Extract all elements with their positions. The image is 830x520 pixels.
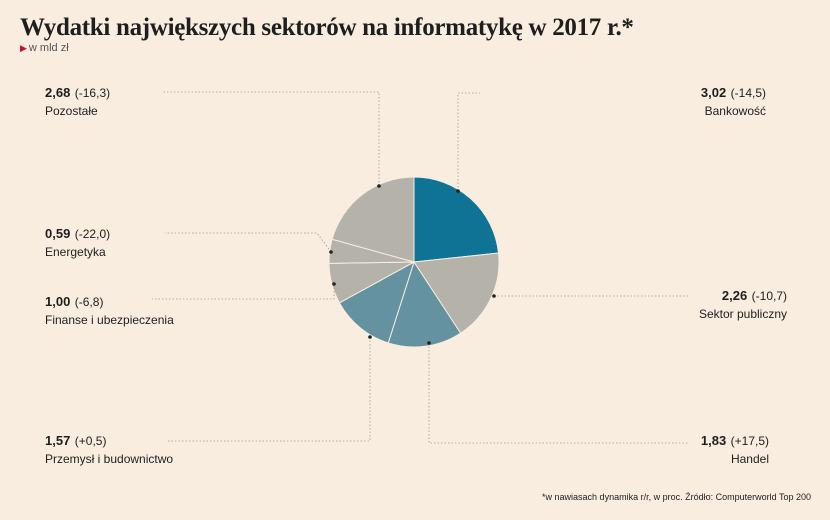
leader-line-bankowosc [457,92,480,191]
change-przemysl: (+0,5) [74,434,107,448]
change-energetyka: (-22,0) [74,227,111,241]
label-przemysl: 1,57 (+0,5) Przemysł i budownictwo [45,432,173,466]
name-przemysl: Przemysł i budownictwo [45,452,174,466]
leader-dot-sektor-publiczny [492,294,496,298]
name-finanse: Finanse i ubezpieczenia [45,313,174,327]
leader-dot-finanse [332,282,336,286]
name-bankowosc: Bankowość [704,104,766,118]
name-sektor-publiczny: Sektor publiczny [698,307,787,321]
change-handel: (+17,5) [730,434,769,448]
label-sektor-publiczny: 2,26 (-10,7) Sektor publiczny [699,287,787,321]
change-bankowosc: (-14,5) [730,86,766,100]
value-energetyka: 0,59 [45,226,71,241]
leader-dot-przemysl [368,335,372,339]
leader-line-handel [428,343,688,444]
change-sektor-publiczny: (-10,7) [751,289,787,303]
label-energetyka: 0,59 (-22,0) Energetyka [45,225,110,259]
leader-line-energetyka [165,232,332,253]
label-pozostale: 2,68 (-16,3) Pozostałe [45,84,110,118]
leader-line-przemysl [168,337,371,442]
value-przemysl: 1,57 [45,433,71,448]
chart-title: Wydatki największych sektorów na informa… [20,14,634,41]
change-finanse: (-6,8) [74,295,104,309]
label-finanse: 1,00 (-6,8) Finanse i ubezpieczenia [45,293,174,327]
leader-dot-pozostale [377,184,381,188]
pie-slice-pozostale [331,176,415,263]
pie-slice-bankowosc [413,176,500,263]
value-finanse: 1,00 [45,294,71,309]
name-energetyka: Energetyka [45,245,106,259]
name-pozostale: Pozostałe [45,104,98,118]
value-pozostale: 2,68 [45,85,71,100]
label-handel: 1,83 (+17,5) Handel [701,432,769,466]
leader-dot-energetyka [329,250,333,254]
leader-dot-bankowosc [456,189,460,193]
unit-label: w mld zł [28,42,69,54]
leader-dot-handel [427,341,431,345]
value-sektor-publiczny: 2,26 [721,288,748,303]
change-pozostale: (-16,3) [74,86,111,100]
pie-slice-przemysl [338,260,415,344]
name-handel: Handel [730,452,769,466]
leader-line-pozostale [163,91,380,186]
unit-label-row: ▶ w mld zł [20,42,69,54]
label-bankowosc: 3,02 (-14,5) Bankowość [701,84,766,118]
pie-slice-sektor-publiczny [413,252,500,334]
pie-slice-handel [387,260,462,348]
value-bankowosc: 3,02 [700,85,727,100]
leader-line-finanse [152,284,335,300]
triangle-marker-icon: ▶ [20,43,27,53]
value-handel: 1,83 [700,433,727,448]
footnote: *w nawiasach dynamika r/r, w proc. Źródł… [542,492,811,502]
